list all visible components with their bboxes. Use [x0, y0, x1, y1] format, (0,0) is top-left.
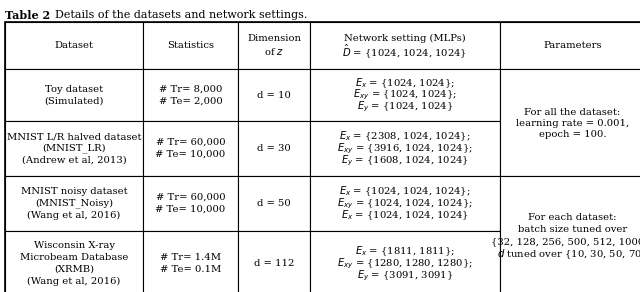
Text: # Te= 10,000: # Te= 10,000 [156, 205, 226, 214]
Text: $E_x$ = {1811, 1811};: $E_x$ = {1811, 1811}; [355, 245, 455, 258]
Text: $E_{xy}$ = {1024, 1024, 1024};: $E_{xy}$ = {1024, 1024, 1024}; [337, 196, 473, 211]
Text: Toy dataset: Toy dataset [45, 84, 103, 93]
Text: # Te= 10,000: # Te= 10,000 [156, 150, 226, 159]
Text: (XRMB): (XRMB) [54, 265, 94, 274]
Text: epoch = 100.: epoch = 100. [539, 130, 606, 139]
Text: $E_y$ = {3091, 3091}: $E_y$ = {3091, 3091} [357, 268, 453, 283]
Text: $E_{xy}$ = {1280, 1280, 1280};: $E_{xy}$ = {1280, 1280, 1280}; [337, 256, 473, 271]
Bar [5, 231, 143, 292]
Bar [238, 121, 310, 176]
Text: (MNIST_Noisy): (MNIST_Noisy) [35, 199, 113, 208]
Bar [310, 69, 500, 121]
Text: Microbeam Database: Microbeam Database [20, 253, 128, 262]
Text: For each dataset:: For each dataset: [528, 213, 617, 223]
Text: learning rate = 0.001,: learning rate = 0.001, [516, 119, 629, 128]
Text: d = 30: d = 30 [257, 144, 291, 153]
Text: d = 10: d = 10 [257, 91, 291, 100]
Text: $d$ tuned over {10, 30, 50, 70}: $d$ tuned over {10, 30, 50, 70} [497, 247, 640, 261]
Bar [5, 121, 143, 176]
Text: (MNIST_LR): (MNIST_LR) [42, 144, 106, 153]
Bar [310, 176, 500, 231]
Text: MNIST L/R halved dataset: MNIST L/R halved dataset [7, 132, 141, 141]
Text: Network setting (MLPs): Network setting (MLPs) [344, 34, 466, 43]
Text: MNIST noisy dataset: MNIST noisy dataset [20, 187, 127, 196]
Text: Parameters: Parameters [543, 41, 602, 50]
Text: $E_x$ = {1024, 1024, 1024};: $E_x$ = {1024, 1024, 1024}; [339, 185, 471, 198]
Text: Wisconsin X-ray: Wisconsin X-ray [33, 241, 115, 250]
Text: d = 50: d = 50 [257, 199, 291, 208]
Text: batch size tuned over: batch size tuned over [518, 225, 627, 234]
Bar [310, 22, 500, 69]
Bar [310, 121, 500, 176]
Text: $E_{xy}$ = {3916, 1024, 1024};: $E_{xy}$ = {3916, 1024, 1024}; [337, 141, 473, 156]
Text: (Simulated): (Simulated) [44, 96, 104, 105]
Text: Dataset: Dataset [54, 41, 93, 50]
Bar [238, 69, 310, 121]
Text: (Andrew et al, 2013): (Andrew et al, 2013) [22, 156, 126, 165]
Text: $E_x$ = {1024, 1024, 1024}: $E_x$ = {1024, 1024, 1024} [341, 209, 469, 222]
Text: Details of the datasets and network settings.: Details of the datasets and network sett… [48, 10, 307, 20]
Text: $E_y$ = {1024, 1024}: $E_y$ = {1024, 1024} [357, 100, 453, 114]
Bar [500, 176, 640, 292]
Text: Table 2: Table 2 [5, 10, 50, 21]
Bar [500, 22, 640, 69]
Text: d = 112: d = 112 [254, 259, 294, 268]
Bar [500, 69, 640, 176]
Text: $\hat{D}$ = {1024, 1024, 1024}: $\hat{D}$ = {1024, 1024, 1024} [342, 43, 467, 60]
Text: $E_x$ = {2308, 1024, 1024};: $E_x$ = {2308, 1024, 1024}; [339, 130, 471, 143]
Text: # Tr= 60,000: # Tr= 60,000 [156, 193, 225, 202]
Bar [143, 69, 238, 121]
Bar [143, 121, 238, 176]
Bar [5, 69, 143, 121]
Text: $E_{xy}$ = {1024, 1024};: $E_{xy}$ = {1024, 1024}; [353, 88, 457, 102]
Text: Statistics: Statistics [167, 41, 214, 50]
Text: # Tr= 8,000: # Tr= 8,000 [159, 84, 222, 93]
Text: # Tr= 60,000: # Tr= 60,000 [156, 138, 225, 147]
Bar [5, 22, 143, 69]
Text: Dimension: Dimension [247, 34, 301, 43]
Text: (Wang et al, 2016): (Wang et al, 2016) [28, 211, 121, 220]
Text: $E_y$ = {1608, 1024, 1024}: $E_y$ = {1608, 1024, 1024} [341, 153, 469, 168]
Text: For all the dataset:: For all the dataset: [524, 108, 621, 117]
Text: $E_x$ = {1024, 1024};: $E_x$ = {1024, 1024}; [355, 76, 455, 90]
Text: {32, 128, 256, 500, 512, 1000};: {32, 128, 256, 500, 512, 1000}; [491, 237, 640, 246]
Bar [238, 22, 310, 69]
Text: # Te= 2,000: # Te= 2,000 [159, 96, 222, 105]
Text: of $z$: of $z$ [264, 46, 284, 57]
Text: # Te= 0.1M: # Te= 0.1M [160, 265, 221, 274]
Text: # Tr= 1.4M: # Tr= 1.4M [160, 253, 221, 262]
Bar [5, 176, 143, 231]
Bar [143, 176, 238, 231]
Bar [238, 176, 310, 231]
Bar [143, 231, 238, 292]
Text: (Wang et al, 2016): (Wang et al, 2016) [28, 277, 121, 286]
Bar [238, 231, 310, 292]
Bar [310, 231, 500, 292]
Bar [143, 22, 238, 69]
